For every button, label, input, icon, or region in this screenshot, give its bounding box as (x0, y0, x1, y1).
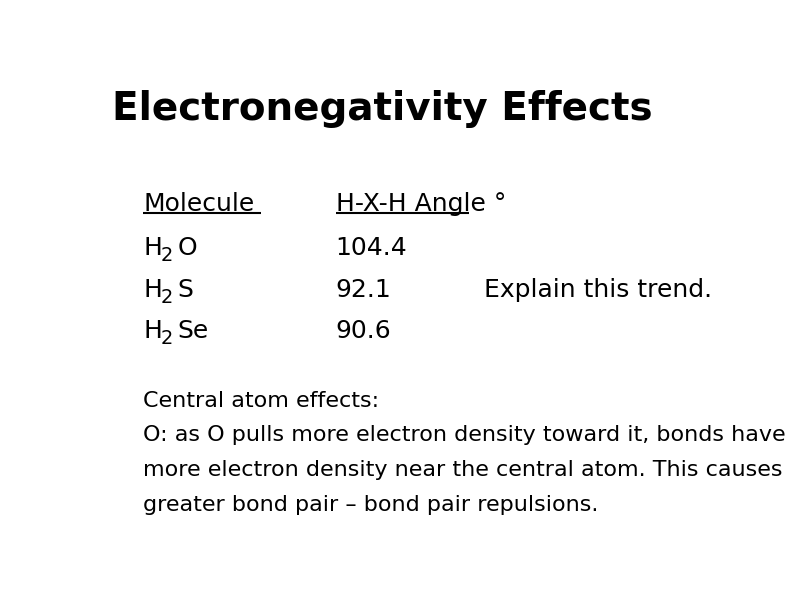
Text: 2: 2 (161, 246, 173, 265)
Text: O: O (178, 236, 197, 260)
Text: 90.6: 90.6 (336, 319, 391, 343)
Text: 2: 2 (161, 288, 173, 307)
Text: S: S (178, 278, 194, 302)
Text: more electron density near the central atom. This causes: more electron density near the central a… (143, 460, 783, 480)
Text: Electronegativity Effects: Electronegativity Effects (112, 91, 653, 128)
Text: Molecule: Molecule (143, 192, 254, 216)
Text: H: H (143, 319, 162, 343)
Text: 2: 2 (161, 329, 173, 349)
Text: H: H (143, 278, 162, 302)
Text: O: as O pulls more electron density toward it, bonds have: O: as O pulls more electron density towa… (143, 425, 786, 445)
Text: H: H (143, 236, 162, 260)
Text: H-X-H Angle °: H-X-H Angle ° (336, 192, 506, 216)
Text: 92.1: 92.1 (336, 278, 391, 302)
Text: 104.4: 104.4 (336, 236, 407, 260)
Text: Se: Se (178, 319, 209, 343)
Text: greater bond pair – bond pair repulsions.: greater bond pair – bond pair repulsions… (143, 495, 598, 515)
Text: Central atom effects:: Central atom effects: (143, 391, 379, 411)
Text: Explain this trend.: Explain this trend. (485, 278, 713, 302)
